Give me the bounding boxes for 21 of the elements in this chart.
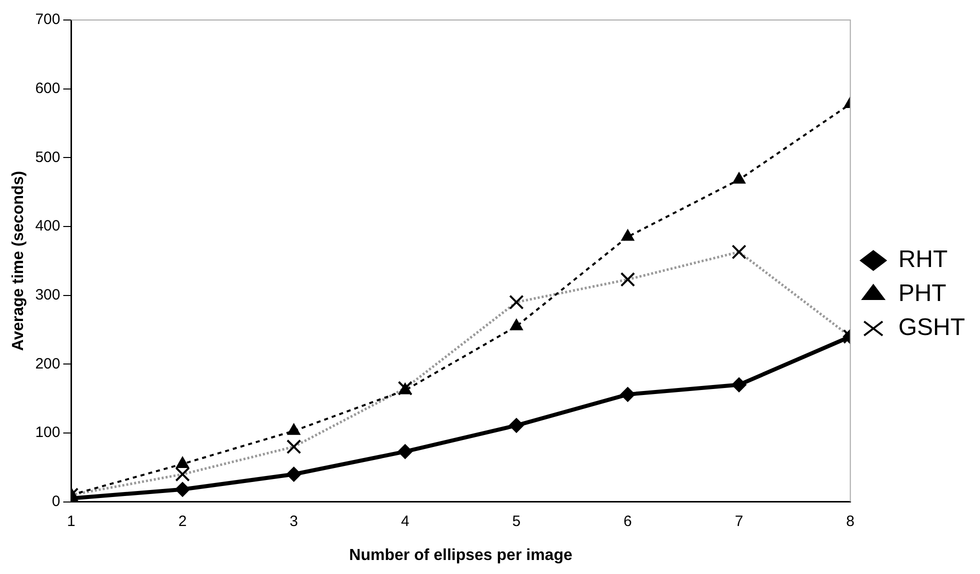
x-axis-title: Number of ellipses per image [349,546,572,564]
x-tick-label: 8 [846,512,855,530]
y-tick-label: 500 [35,148,60,166]
x-tick-label: 4 [400,512,410,530]
y-tick-label: 0 [52,492,60,510]
y-tick-label: 100 [35,424,60,442]
x-tick-label: 2 [178,512,187,530]
legend-label: RHT [898,246,948,274]
legend-label: PHT [898,280,947,308]
x-tick-label: 6 [624,512,632,530]
y-tick-label: 300 [35,286,60,304]
x-tick-label: 1 [67,512,76,530]
y-tick-label: 700 [35,11,60,28]
y-tick-label: 200 [35,355,60,372]
x-tick-label: 7 [734,512,744,530]
x-tick-label: 5 [512,512,521,530]
y-tick-label: 600 [35,80,60,97]
y-axis-title: Average time (seconds) [10,170,28,351]
x-tick-label: 3 [290,512,298,530]
legend-label: GSHT [898,314,966,342]
y-tick-label: 400 [35,218,60,235]
